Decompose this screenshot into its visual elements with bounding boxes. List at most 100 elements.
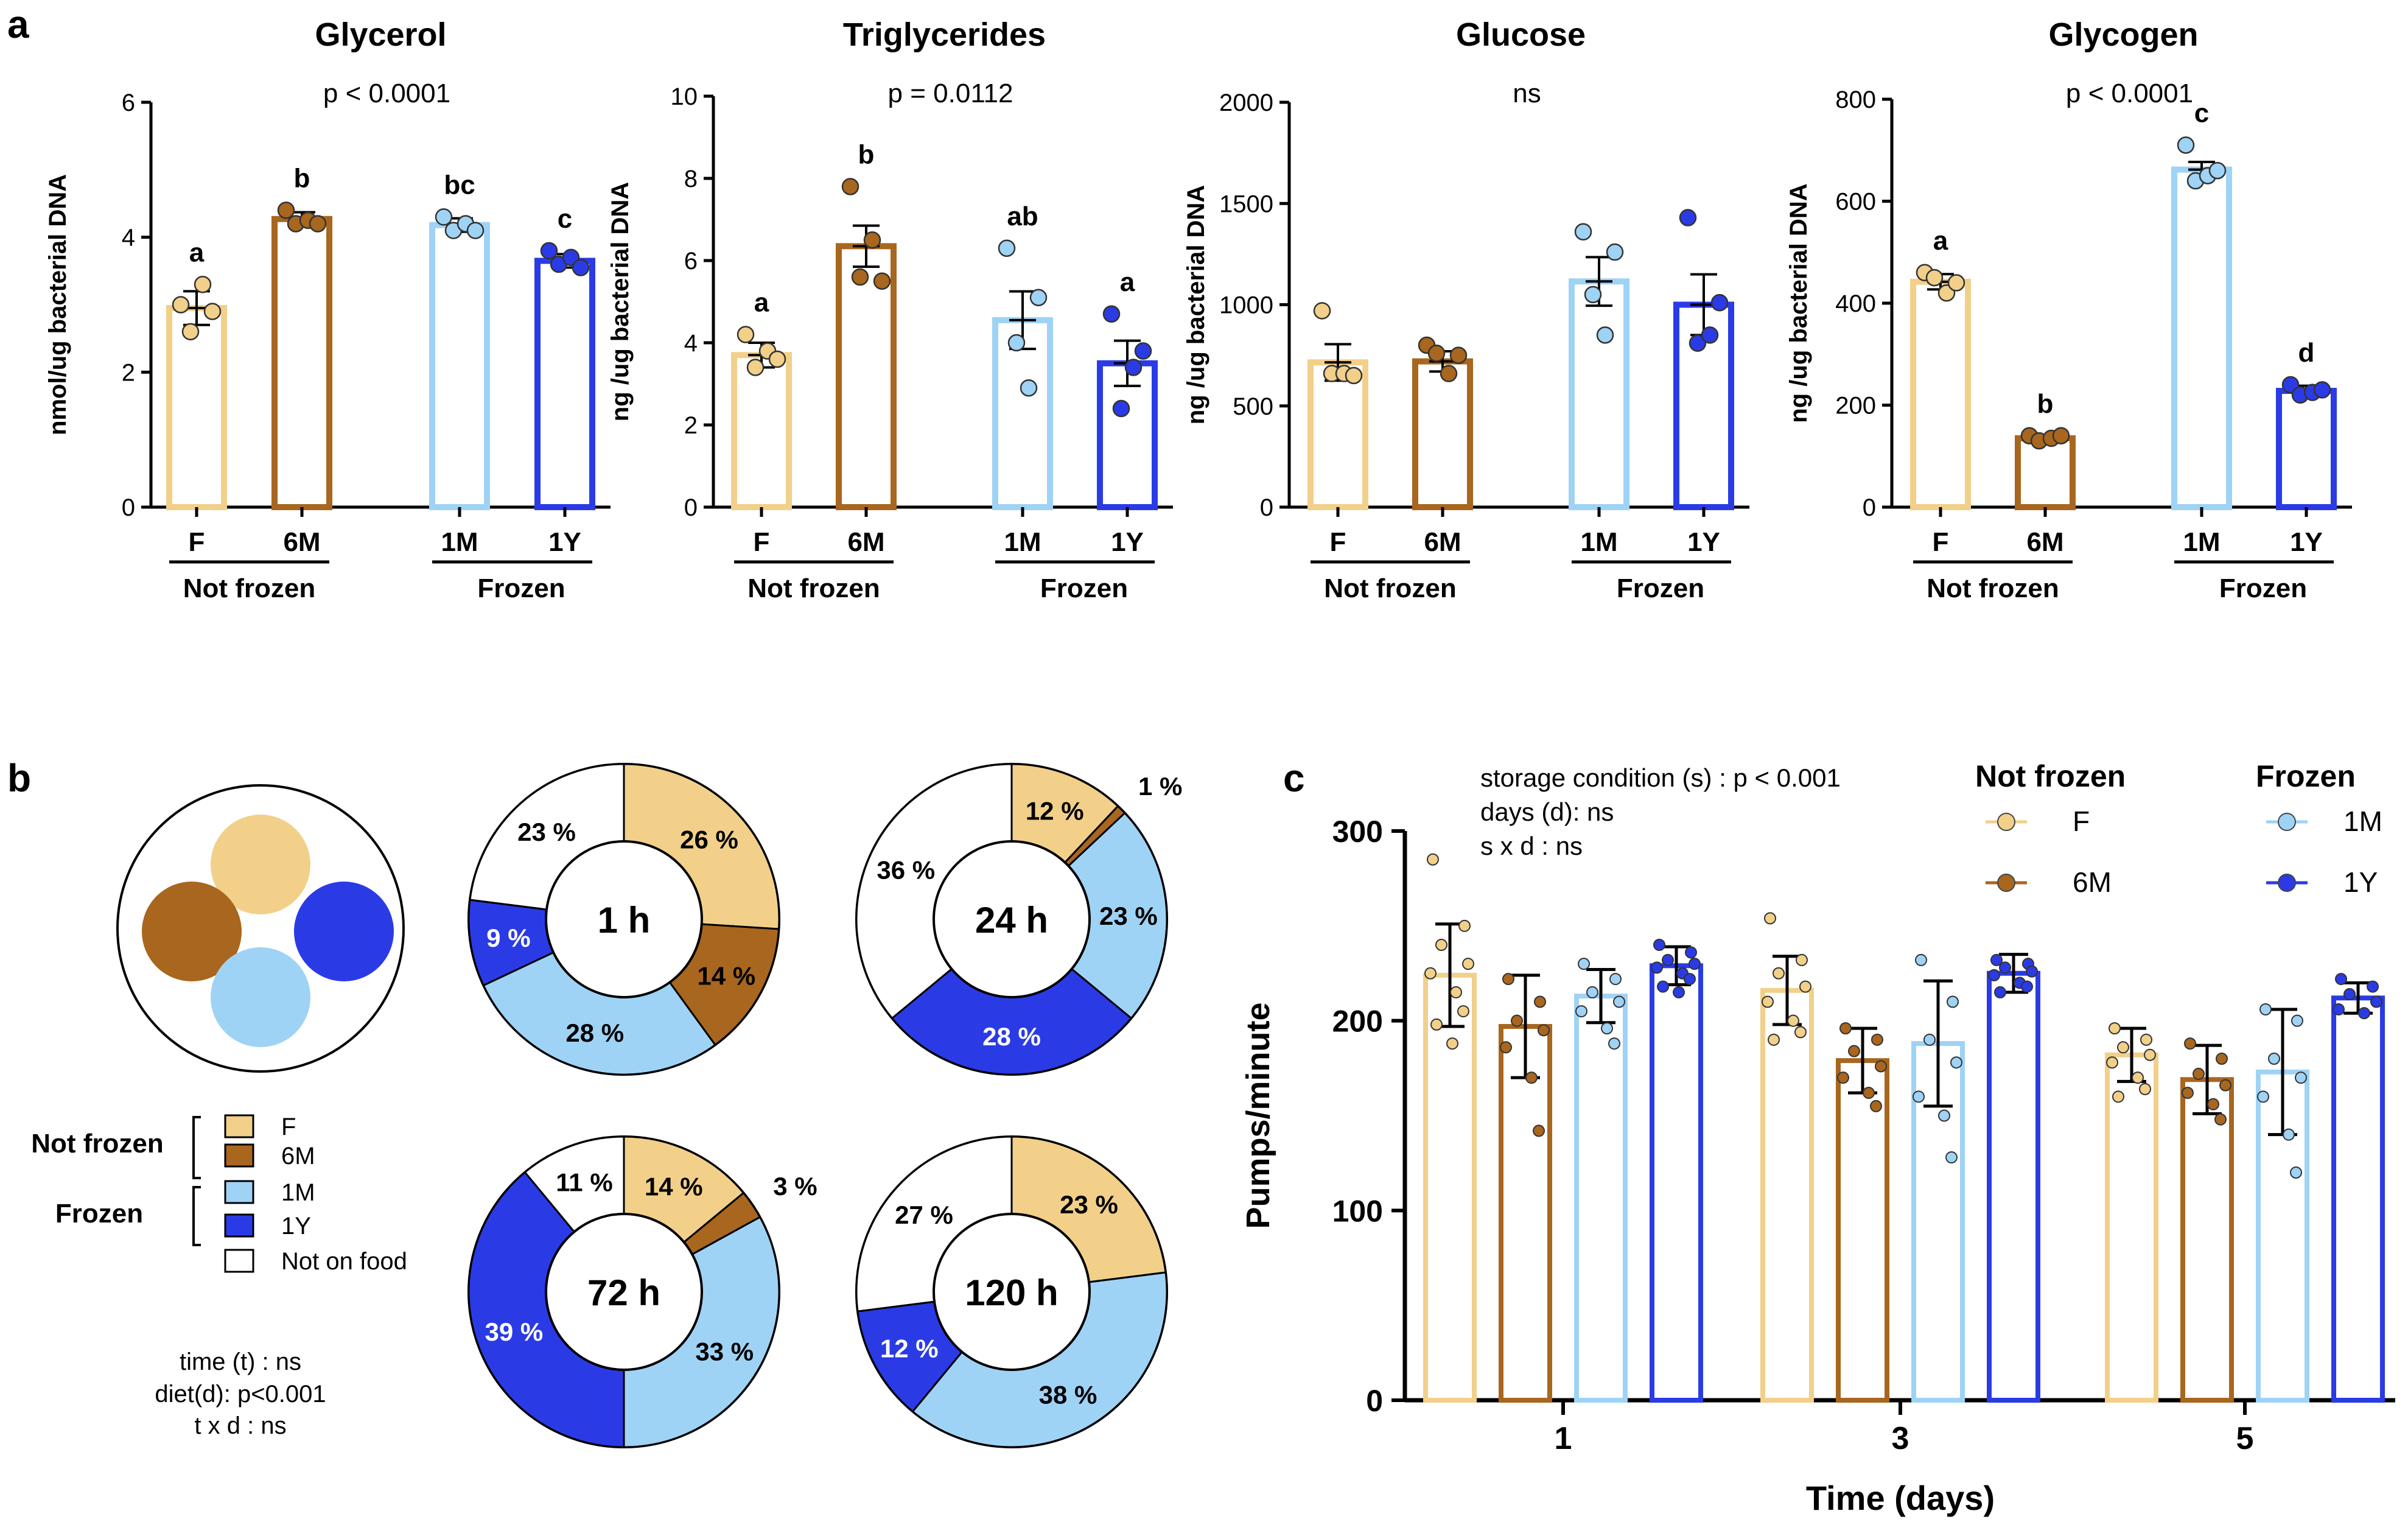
- data-point-1M: [466, 222, 485, 239]
- legend-swatch-1Y: [224, 1213, 254, 1238]
- legend-swatch-1M: [224, 1180, 254, 1204]
- y-tick-label: 200: [1835, 393, 1876, 419]
- c-data-point-1Y: [2026, 965, 2038, 978]
- y-tick-label: 6: [122, 89, 135, 116]
- data-point-1Y: [540, 242, 558, 260]
- data-point-F: [1947, 274, 1965, 292]
- x-tick-label-6M: 6M: [1424, 527, 1461, 557]
- c-data-point-F: [1796, 953, 1808, 966]
- c-data-point-F: [2132, 1071, 2144, 1084]
- donut-hole: [933, 1213, 1091, 1371]
- data-point-1M: [1020, 379, 1038, 397]
- group-label-not-frozen: Not frozen: [747, 573, 880, 603]
- c-bar-F-day3: [1760, 987, 1814, 1403]
- plate-spot-F: [211, 815, 310, 914]
- significance-letter-F: a: [189, 237, 205, 267]
- c-data-point-F: [1462, 958, 1474, 970]
- c-y-tick-label: 300: [1332, 815, 1383, 849]
- y-tick-label: 400: [1835, 290, 1876, 317]
- y-tick-label: 0: [1260, 494, 1273, 521]
- c-data-point-1Y: [2370, 995, 2382, 1008]
- c-data-point-1M: [1609, 973, 1622, 986]
- donut-24h: 12 % 1 % 23 % 28 % 36 % 24 h: [855, 763, 1182, 1076]
- y-axis-label: ng /ug bacterial DNA: [607, 182, 634, 421]
- data-point-F: [194, 276, 212, 293]
- chart-glucose: Glucose ns ng /ug bacterial DNA 0 500 1000 150…: [1183, 16, 1749, 603]
- c-y-tick-label: 200: [1332, 1005, 1383, 1039]
- c-data-point-F: [2117, 1041, 2129, 1054]
- c-data-point-6M: [1839, 1022, 1852, 1035]
- c-data-point-F: [2106, 1056, 2118, 1069]
- panel-a-charts: Glycerol p < 0.0001 nmol/ug bacterial DNA 0…: [44, 16, 2352, 603]
- y-axis-label: ng /ug bacterial DNA: [1183, 185, 1209, 424]
- chart-stat: p = 0.0112: [888, 79, 1013, 108]
- data-point-F: [1925, 268, 1944, 287]
- data-point-1Y: [1124, 359, 1143, 376]
- donut-120h: 23 % 38 % 12 % 27 % 120 h: [855, 1135, 1168, 1448]
- c-data-point-1M: [1613, 995, 1625, 1008]
- c-data-point-1Y: [1689, 958, 1701, 970]
- data-point-1Y: [1701, 326, 1719, 344]
- data-point-F: [203, 303, 222, 320]
- legend-frozen-label: Frozen: [55, 1199, 143, 1229]
- chart-title: Glucose: [1456, 16, 1586, 53]
- data-point-1M: [1606, 243, 1624, 261]
- c-data-point-1Y: [2358, 1007, 2370, 1020]
- x-tick-label-6M: 6M: [847, 527, 884, 557]
- data-point-1M: [1584, 286, 1602, 304]
- donut-center-label: 120 h: [965, 1272, 1058, 1313]
- c-bar-1Y-day1: [1650, 963, 1703, 1403]
- c-data-point-6M: [1533, 1124, 1545, 1137]
- bar-1Y: [2276, 388, 2337, 510]
- y-tick-label: 2000: [1219, 89, 1273, 116]
- c-legend-not-frozen-title: Not frozen: [1975, 759, 2126, 793]
- legend-label-6M: 6M: [281, 1143, 315, 1170]
- c-y-tick-label: 0: [1366, 1384, 1383, 1418]
- slice-label-none: 27 %: [895, 1201, 953, 1229]
- legend-bracket-not-frozen: [192, 1116, 201, 1179]
- donut-center-label: 24 h: [975, 900, 1048, 941]
- c-data-point-6M: [1848, 1045, 1860, 1057]
- c-data-point-1M: [1578, 958, 1590, 970]
- data-point-1Y: [1134, 342, 1152, 360]
- x-tick-label-6M: 6M: [283, 527, 320, 557]
- x-tick-label-1Y: 1Y: [1111, 527, 1144, 557]
- c-bar-1M-day1: [1574, 994, 1628, 1403]
- stats-time: time (t) : ns: [180, 1348, 301, 1375]
- y-tick-label: 0: [684, 494, 698, 521]
- donut-center-label: 72 h: [587, 1272, 660, 1313]
- c-data-point-F: [1787, 1014, 1799, 1027]
- slice-label-1M: 33 %: [695, 1338, 754, 1366]
- c-data-point-F: [1430, 1018, 1443, 1031]
- slice-label-F: 12 %: [1026, 796, 1084, 825]
- data-point-F: [746, 359, 765, 376]
- c-data-point-6M: [2182, 1087, 2194, 1099]
- panel-label-a: a: [7, 2, 29, 46]
- bar-F: [166, 305, 227, 510]
- data-point-1Y: [1102, 305, 1121, 323]
- c-data-point-F: [2144, 1048, 2156, 1061]
- significance-letter-1M: c: [2194, 98, 2209, 128]
- c-data-point-F: [1773, 967, 1785, 980]
- c-data-point-1Y: [1994, 986, 2006, 998]
- y-tick-label: 1000: [1219, 292, 1273, 319]
- x-tick-label-6M: 6M: [2026, 527, 2063, 557]
- data-point-1M: [435, 208, 453, 226]
- c-data-point-1Y: [1673, 986, 1685, 998]
- c-data-point-1M: [2259, 1003, 2272, 1015]
- c-stats-line3: s x d : ns: [1480, 832, 1583, 860]
- data-point-1Y: [572, 259, 590, 276]
- y-tick-label: 0: [1863, 494, 1876, 521]
- plate-spot-1Y: [294, 882, 394, 981]
- c-data-point-6M: [1871, 1033, 1883, 1046]
- slice-label-1M: 38 %: [1039, 1380, 1097, 1409]
- x-tick-label-1Y: 1Y: [548, 527, 581, 557]
- c-data-point-1Y: [1999, 961, 2011, 974]
- data-point-1M: [1574, 223, 1592, 241]
- data-point-6M: [841, 178, 859, 195]
- y-tick-label: 6: [684, 248, 698, 275]
- c-data-point-6M: [1870, 1099, 1882, 1112]
- y-tick-label: 500: [1233, 393, 1273, 420]
- c-x-axis-label: Time (days): [1806, 1479, 1995, 1517]
- data-point-1Y: [1112, 399, 1130, 418]
